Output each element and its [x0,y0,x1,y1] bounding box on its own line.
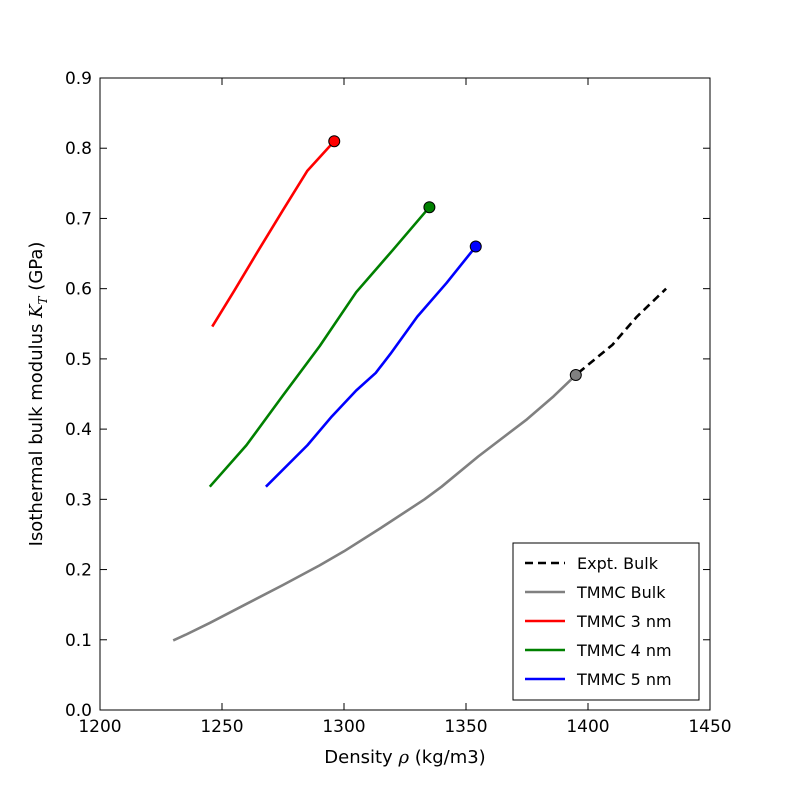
legend-label: TMMC 3 nm [576,612,672,631]
y-tick-label: 0.7 [65,209,92,229]
y-tick-label: 0.8 [65,139,92,159]
plot-frame [99,77,711,711]
legend-label: Expt. Bulk [577,554,659,573]
y-tick-label: 0.5 [65,350,92,370]
series-line-3 [208,206,431,488]
x-tick-label: 1450 [688,717,731,737]
y-tick-label: 0.0 [65,701,92,721]
y-axis-label: Isothermal bulk modulus KT (GPa) [26,242,50,547]
series-end-marker-2 [328,135,341,148]
x-axis-label: Density ρ (kg/m3) [324,747,485,768]
x-tick-label: 1200 [78,717,121,737]
series-end-marker-1 [569,369,582,382]
y-tick-label: 0.3 [65,490,92,510]
y-tick-label: 0.4 [65,420,92,440]
series-layer [172,135,667,642]
series-end-marker-4 [469,240,482,253]
legend: Expt. Bulk TMMC Bulk TMMC 3 nm TMMC 4 nm TMM… [512,542,700,701]
legend-label: TMMC 4 nm [576,641,672,660]
legend-label: TMMC Bulk [576,583,666,602]
legend-label: TMMC 5 nm [576,670,672,689]
x-tick-label: 1350 [444,717,487,737]
y-tick-label: 0.6 [65,280,92,300]
y-tick-label: 0.2 [65,561,92,581]
ticks-layer: 1200 1250 1300 1350 1400 1450 0.0 0.1 0.2 0.3 0.4 0… [65,69,732,737]
x-tick-label: 1300 [322,717,365,737]
y-tick-label: 0.1 [65,631,92,651]
series-end-marker-3 [423,201,436,214]
y-tick-label: 0.9 [65,69,92,89]
x-tick-label: 1400 [566,717,609,737]
series-line-2 [211,140,336,328]
series-line-4 [265,245,477,488]
x-tick-label: 1250 [200,717,243,737]
series-line-1 [172,374,577,642]
